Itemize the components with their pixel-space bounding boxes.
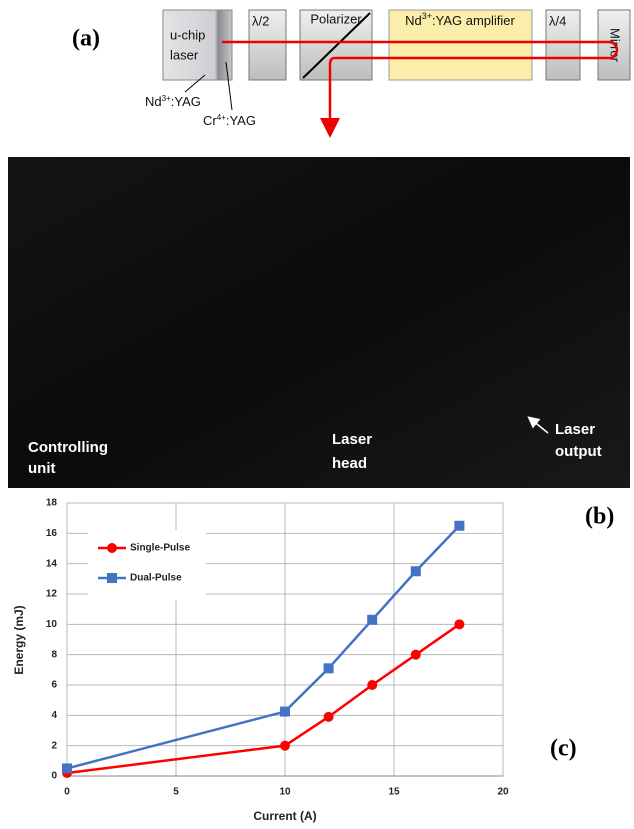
cr-yag-label: Cr4+:YAG	[203, 113, 256, 128]
y-tick-label: 2	[51, 740, 57, 751]
data-point	[62, 763, 72, 774]
data-point	[410, 649, 421, 660]
laser-label: u-chip	[170, 27, 205, 42]
amplifier-label: Nd3+:YAG amplifier	[405, 11, 515, 28]
photo	[8, 157, 630, 488]
data-point	[367, 680, 378, 690]
pointer	[225, 61, 233, 111]
quarter-wave-plate	[545, 9, 581, 81]
data-point	[323, 663, 334, 674]
quarter-wave-label: λ/4	[549, 13, 566, 28]
laser-box	[162, 9, 233, 81]
amp-rest: :YAG amplifier	[432, 13, 516, 28]
panel-label: (a)	[72, 26, 100, 52]
photo-label: Laser	[555, 421, 595, 438]
photo-label: Laser	[332, 431, 372, 448]
x-tick-label: 15	[388, 787, 400, 798]
cr-rest: :YAG	[226, 113, 256, 128]
setup-diagram: (a) u-chip laser λ/2 Polarizer Nd3+:YAG …	[72, 9, 631, 138]
x-axis-title: Current (A)	[253, 809, 316, 823]
x-tick-label: 20	[497, 787, 509, 798]
photo-label: output	[555, 443, 602, 460]
photo-label: head	[332, 455, 367, 472]
legend-marker	[107, 543, 117, 553]
y-tick-label: 4	[51, 710, 57, 721]
panel-label: (b)	[585, 504, 614, 530]
data-point	[280, 740, 290, 751]
amp-sup: 3+	[422, 11, 432, 21]
laser-label: laser	[170, 47, 199, 62]
x-tick-label: 0	[64, 787, 70, 798]
y-tick-label: 8	[51, 649, 57, 660]
data-point	[454, 520, 465, 531]
data-point	[367, 614, 378, 625]
photo-label: unit	[28, 460, 56, 477]
x-tick-label: 10	[279, 787, 291, 798]
beam-path	[222, 40, 619, 138]
nd-sup: 3+	[162, 94, 171, 103]
half-wave-plate	[248, 9, 287, 81]
amp-base: Nd	[405, 13, 422, 28]
output-arrow	[527, 416, 549, 434]
chart: (c) Current (A) Energy (mJ) 0 2 4 6 8 10 12 14 1…	[12, 498, 576, 824]
amplifier-box	[388, 9, 533, 81]
nd-rest: :YAG	[171, 94, 201, 109]
legend-label: Single-Pulse	[130, 543, 190, 554]
series-line	[66, 623, 461, 775]
half-wave-label: λ/2	[252, 13, 269, 28]
y-axis-title: Energy (mJ)	[12, 605, 26, 674]
y-tick-label: 10	[46, 619, 58, 630]
legend-box	[88, 530, 206, 600]
pointer	[184, 74, 206, 93]
laser-photo: Controlling unit Laser head Laser output…	[8, 157, 630, 530]
y-tick-label: 0	[51, 771, 57, 782]
y-tick-label: 16	[46, 528, 58, 539]
y-tick-label: 18	[46, 498, 58, 509]
data-point	[410, 566, 421, 577]
cr-sup: 4+	[217, 113, 226, 122]
data-point	[454, 619, 465, 630]
legend-marker	[107, 573, 117, 583]
y-tick-label: 12	[46, 589, 58, 600]
cr-base: Cr	[203, 113, 217, 128]
nd-base: Nd	[145, 94, 162, 109]
series-line	[66, 524, 461, 770]
data-point	[280, 706, 290, 717]
polarizer-label: Polarizer	[310, 11, 362, 26]
y-tick-label: 6	[51, 680, 57, 691]
panel-label: (c)	[550, 736, 577, 762]
photo-label: Controlling	[28, 439, 108, 456]
nd-yag-label: Nd3+:YAG	[145, 94, 201, 109]
legend-label: Dual-Pulse	[130, 573, 182, 584]
polarizer-surface	[302, 12, 371, 79]
y-tick-label: 14	[46, 558, 58, 569]
data-point	[323, 711, 334, 722]
x-tick-label: 5	[173, 787, 179, 798]
